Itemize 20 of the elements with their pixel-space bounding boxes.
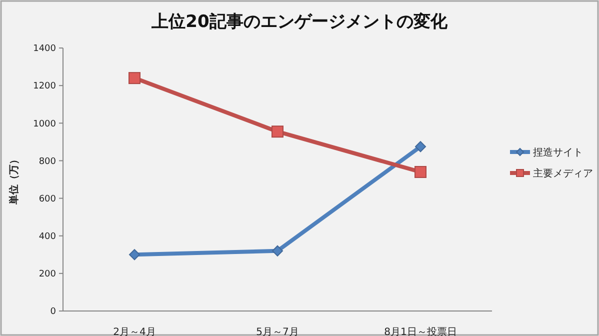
point	[128, 72, 140, 84]
point	[414, 166, 426, 178]
x-tick-label: 2月～4月	[113, 327, 156, 336]
y-tick-label: 600	[38, 194, 56, 204]
y-tick-label: 200	[38, 270, 56, 280]
point	[272, 126, 284, 138]
y-tick-label: 800	[38, 156, 56, 167]
point	[415, 141, 426, 152]
x-tick-label: 5月～7月	[256, 327, 299, 336]
y-axis-title: 単位（万）	[8, 154, 20, 206]
y-tick-label: 0	[50, 307, 56, 318]
y-tick-label: 1400	[33, 44, 56, 54]
chart-title: 上位20記事のエンゲージメントの変化	[150, 12, 448, 32]
y-tick-label: 1200	[33, 82, 56, 92]
y-tick-label: 400	[38, 232, 56, 242]
point	[129, 249, 140, 260]
y-tick-label: 1000	[33, 119, 56, 130]
legend-label: 主要メディア	[533, 168, 593, 180]
legend-label: 捏造サイト	[533, 146, 583, 158]
point	[272, 245, 283, 256]
